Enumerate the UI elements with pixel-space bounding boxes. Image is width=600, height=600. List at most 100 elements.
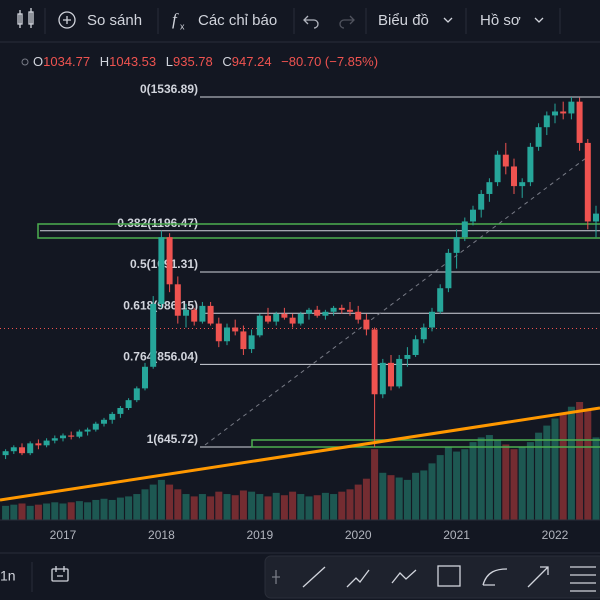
replay-button[interactable] (51, 566, 69, 582)
zone-box (251, 439, 600, 448)
candle-body (511, 166, 517, 187)
chart-type-icon[interactable] (17, 8, 34, 28)
candle-body (51, 438, 58, 441)
candle-body (330, 307, 337, 312)
arrow-tool[interactable] (527, 566, 549, 588)
redo-button[interactable] (339, 15, 355, 29)
volume-bar (92, 499, 100, 520)
candle-body (43, 440, 50, 446)
volume-bar (346, 489, 354, 520)
candle-body (396, 358, 403, 387)
candle-body (125, 400, 132, 409)
volume-bar (412, 472, 420, 520)
candle-body (60, 435, 66, 439)
candle-body (420, 327, 427, 340)
candle-body (232, 327, 239, 332)
candle-body (256, 315, 263, 336)
volume-bar (567, 406, 575, 520)
trend-line-tool[interactable] (302, 566, 326, 588)
candle-body (265, 315, 271, 322)
rectangle-tool[interactable] (437, 565, 461, 587)
fib-label: 0(1536.89) (140, 82, 198, 96)
candle-body (404, 354, 411, 359)
volume-bar (84, 502, 92, 520)
candle-body (445, 252, 452, 289)
ohlc-value: 1034.77 (43, 54, 90, 69)
volume-bar (321, 492, 329, 520)
volume-bar (403, 479, 411, 520)
chart-menu[interactable]: Biểu đồ (378, 12, 429, 29)
volume-bar (371, 449, 379, 520)
volume-bar (280, 495, 288, 520)
ohlc-row: O1034.77 H1043.53 L935.78 C947.24 −80.70… (33, 54, 378, 69)
candle-body (92, 423, 99, 430)
volume-bar (231, 495, 239, 520)
candle-body (347, 309, 353, 312)
volume-bar (239, 490, 247, 520)
volume-bar (453, 451, 461, 520)
indicators-button[interactable]: f x Các chỉ báo (172, 10, 277, 31)
volume-bar (198, 494, 206, 520)
menu-tool[interactable] (570, 566, 596, 592)
volume-bar (551, 418, 559, 520)
fib-label: 1(645.72) (147, 432, 198, 446)
candle-body (174, 284, 181, 316)
volume-bar (182, 494, 190, 520)
trend-line (0, 406, 600, 502)
candle-body (584, 142, 591, 222)
candle-body (412, 339, 419, 355)
brush-tool[interactable] (482, 568, 508, 586)
fib-label: 0.764(856.04) (123, 350, 198, 364)
volume-bar (354, 484, 362, 520)
volume-bar (10, 504, 18, 520)
candle-body (281, 313, 288, 318)
volume-bar (51, 502, 59, 520)
candle-body (576, 101, 583, 143)
compare-button[interactable]: So sánh (58, 11, 142, 29)
fib-label: 0.382(1196.47) (117, 216, 198, 230)
candle-body (355, 311, 362, 320)
indicators-label[interactable]: Các chỉ báo (198, 12, 277, 29)
candle-body (593, 213, 599, 222)
profile-menu[interactable]: Hồ sơ (480, 12, 521, 29)
undo-button[interactable] (303, 15, 319, 29)
candle-body (199, 305, 206, 322)
volume-bar (43, 503, 51, 520)
volume-bar (34, 504, 42, 520)
candle-body (552, 111, 558, 116)
compare-label[interactable]: So sánh (87, 12, 142, 29)
candle-body (289, 317, 296, 324)
candle-body (502, 154, 509, 167)
volume-bar (584, 409, 592, 520)
volume-bar (125, 496, 133, 520)
candle-body (478, 193, 485, 210)
volume-bar (297, 494, 305, 520)
volume-bar (223, 494, 231, 520)
candle-body (379, 362, 386, 395)
volume-bar (362, 478, 370, 520)
candle-body (207, 305, 214, 324)
candle-body (273, 313, 280, 322)
svg-text:x: x (180, 21, 185, 31)
candle-body (306, 309, 312, 314)
volume-bar (535, 432, 543, 520)
volume-bar (379, 472, 387, 520)
candle-body (84, 429, 91, 432)
candle-body (68, 435, 75, 437)
path-tool[interactable] (391, 569, 417, 584)
x-tick-label: 2022 (542, 528, 569, 542)
candle-body (322, 311, 329, 316)
volume-bar (461, 449, 469, 520)
volume-bar (157, 479, 165, 520)
volume-bar (313, 495, 321, 520)
interval-button[interactable]: 1n (0, 568, 16, 584)
candle-body (568, 101, 575, 114)
ohlc-key: O (33, 54, 43, 69)
ohlc-key: C (222, 54, 231, 69)
ohlc-change: −80.70 (−7.85%) (281, 54, 378, 69)
ray-tool[interactable] (346, 569, 370, 588)
candle-body (109, 413, 116, 420)
volume-bar (149, 484, 157, 520)
volume-bar (387, 475, 395, 520)
